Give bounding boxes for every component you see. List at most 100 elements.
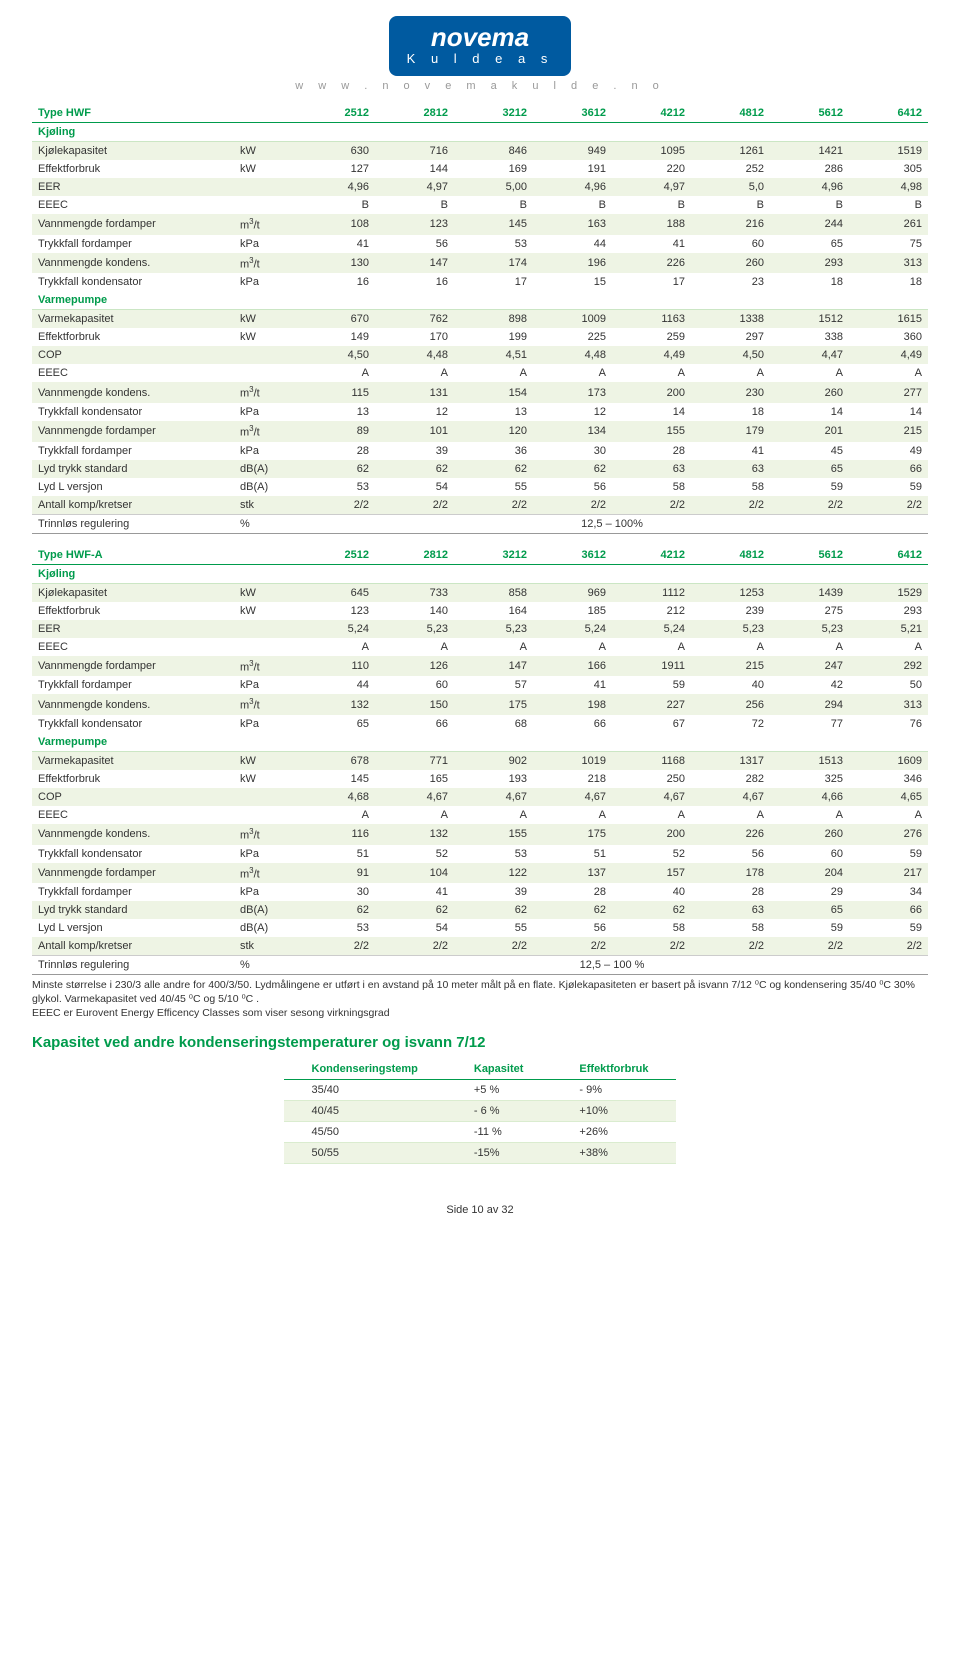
row-unit: m3/t bbox=[234, 656, 296, 677]
row-unit bbox=[234, 196, 296, 214]
cell: 1513 bbox=[770, 751, 849, 770]
row-label: COP bbox=[32, 346, 234, 364]
cell: 58 bbox=[612, 919, 691, 937]
cell: 282 bbox=[691, 770, 770, 788]
col-header: 2812 bbox=[375, 546, 454, 565]
cell: 28 bbox=[691, 883, 770, 901]
cell: 1163 bbox=[612, 310, 691, 329]
cell: 58 bbox=[691, 919, 770, 937]
cell: 220 bbox=[612, 160, 691, 178]
cell: 41 bbox=[691, 442, 770, 460]
cell: 286 bbox=[770, 160, 849, 178]
cell: 2/2 bbox=[612, 937, 691, 956]
cell: 276 bbox=[849, 824, 928, 845]
cell: 34 bbox=[849, 883, 928, 901]
cell: 68 bbox=[454, 715, 533, 733]
footnote-line-2: EEEC er Eurovent Energy Efficency Classe… bbox=[32, 1007, 390, 1019]
cell: 193 bbox=[454, 770, 533, 788]
cell: 5,23 bbox=[375, 620, 454, 638]
cell: 4,97 bbox=[612, 178, 691, 196]
cell: 1519 bbox=[849, 142, 928, 161]
cell: 28 bbox=[533, 883, 612, 901]
row-unit: kPa bbox=[234, 883, 296, 901]
cell: 55 bbox=[454, 919, 533, 937]
row-unit: m3/t bbox=[234, 863, 296, 884]
cell: 215 bbox=[691, 656, 770, 677]
row-unit: kPa bbox=[234, 676, 296, 694]
cell: A bbox=[612, 364, 691, 382]
cell: 62 bbox=[296, 901, 375, 919]
cell: 4,67 bbox=[533, 788, 612, 806]
cell: 969 bbox=[533, 583, 612, 602]
reg-unit: % bbox=[234, 514, 296, 533]
cell: 14 bbox=[612, 403, 691, 421]
cell: 716 bbox=[375, 142, 454, 161]
row-label: Trykkfall kondensator bbox=[32, 273, 234, 291]
cell: 216 bbox=[691, 214, 770, 235]
cell: A bbox=[375, 364, 454, 382]
cell: 62 bbox=[533, 460, 612, 478]
cell: 346 bbox=[849, 770, 928, 788]
cell: 858 bbox=[454, 583, 533, 602]
col-header: 4212 bbox=[612, 546, 691, 565]
cell: 40 bbox=[691, 676, 770, 694]
cell: A bbox=[454, 806, 533, 824]
section-title: Kjøling bbox=[32, 123, 928, 142]
cell: 126 bbox=[375, 656, 454, 677]
cell: 39 bbox=[375, 442, 454, 460]
cell: 4,49 bbox=[849, 346, 928, 364]
cell: A bbox=[454, 638, 533, 656]
row-unit: kW bbox=[234, 310, 296, 329]
cell: 1253 bbox=[691, 583, 770, 602]
row-unit: kW bbox=[234, 583, 296, 602]
cell: 2/2 bbox=[691, 937, 770, 956]
cell: B bbox=[612, 196, 691, 214]
cell: 13 bbox=[296, 403, 375, 421]
row-unit: kPa bbox=[234, 715, 296, 733]
cell: 762 bbox=[375, 310, 454, 329]
cell: 227 bbox=[612, 694, 691, 715]
cell: 52 bbox=[612, 845, 691, 863]
small-cell: +10% bbox=[551, 1101, 676, 1122]
row-label: EER bbox=[32, 178, 234, 196]
cell: 2/2 bbox=[691, 496, 770, 515]
cell: 157 bbox=[612, 863, 691, 884]
cell: 4,50 bbox=[691, 346, 770, 364]
cell: 164 bbox=[454, 602, 533, 620]
cell: 1317 bbox=[691, 751, 770, 770]
cell: 66 bbox=[849, 901, 928, 919]
cell: 56 bbox=[691, 845, 770, 863]
row-unit: kW bbox=[234, 770, 296, 788]
cell: 4,96 bbox=[533, 178, 612, 196]
cell: 53 bbox=[454, 235, 533, 253]
row-label: Vannmengde fordamper bbox=[32, 656, 234, 677]
cell: 15 bbox=[533, 273, 612, 291]
cell: 122 bbox=[454, 863, 533, 884]
cell: 1338 bbox=[691, 310, 770, 329]
cell: 201 bbox=[770, 421, 849, 442]
cell: 1019 bbox=[533, 751, 612, 770]
cell: 179 bbox=[691, 421, 770, 442]
cell: 62 bbox=[454, 901, 533, 919]
cell: 145 bbox=[296, 770, 375, 788]
row-label: Vannmengde kondens. bbox=[32, 253, 234, 274]
col-header: 3212 bbox=[454, 546, 533, 565]
row-unit: m3/t bbox=[234, 382, 296, 403]
cell: B bbox=[454, 196, 533, 214]
cell: 1439 bbox=[770, 583, 849, 602]
logo-top: novema bbox=[407, 22, 554, 53]
cell: 28 bbox=[612, 442, 691, 460]
cell: 155 bbox=[612, 421, 691, 442]
cell: 54 bbox=[375, 919, 454, 937]
cell: 91 bbox=[296, 863, 375, 884]
cell: B bbox=[770, 196, 849, 214]
cell: 149 bbox=[296, 328, 375, 346]
cell: 53 bbox=[296, 478, 375, 496]
cell: 62 bbox=[375, 901, 454, 919]
reg-label: Trinnløs regulering bbox=[32, 956, 234, 975]
cell: 2/2 bbox=[612, 496, 691, 515]
col-header: 3212 bbox=[454, 104, 533, 123]
cell: A bbox=[533, 806, 612, 824]
col-header: 2512 bbox=[296, 546, 375, 565]
cell: 169 bbox=[454, 160, 533, 178]
